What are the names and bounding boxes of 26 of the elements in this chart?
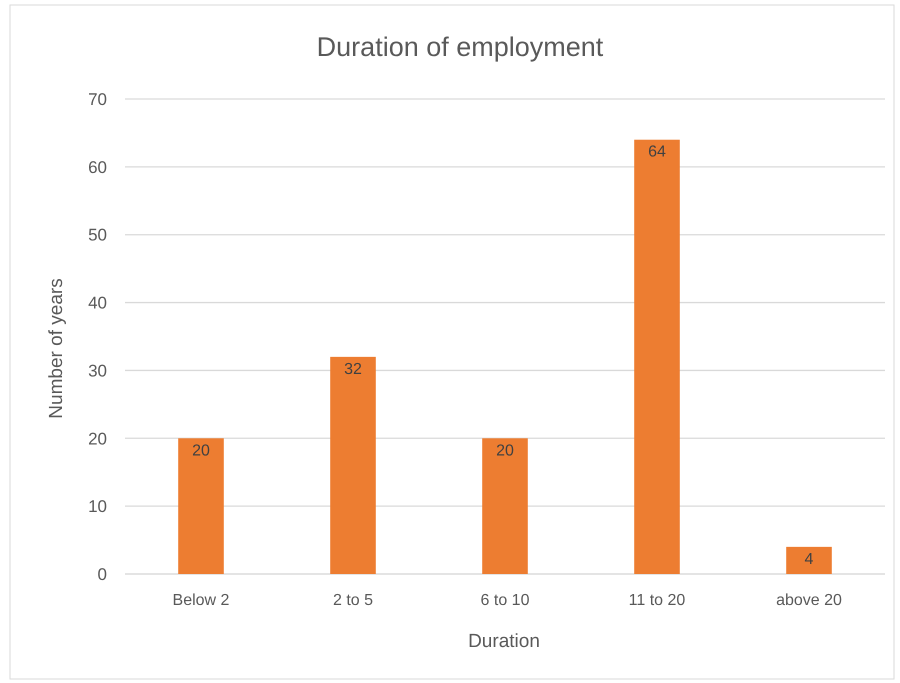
chart-title: Duration of employment xyxy=(316,32,604,62)
bar xyxy=(482,438,528,574)
bar xyxy=(178,438,224,574)
bar xyxy=(786,546,832,574)
y-tick-label: 40 xyxy=(88,294,107,313)
bar xyxy=(634,140,680,574)
y-axis-title: Number of years xyxy=(46,278,67,419)
data-label: 32 xyxy=(344,360,362,378)
x-tick-label: 11 to 20 xyxy=(628,592,686,609)
data-label: 20 xyxy=(192,442,210,460)
y-tick-label: 60 xyxy=(88,158,107,177)
y-tick-label: 50 xyxy=(88,226,107,245)
y-tick-label: 30 xyxy=(88,361,107,380)
y-tick-label: 0 xyxy=(98,565,107,584)
x-tick-label: above 20 xyxy=(776,592,842,609)
bar xyxy=(330,356,376,574)
data-label: 64 xyxy=(648,144,666,161)
x-tick-label: 2 to 5 xyxy=(332,592,374,609)
y-tick-label: 70 xyxy=(88,90,107,109)
y-tick-label: 20 xyxy=(88,429,107,448)
y-tick-label: 10 xyxy=(88,497,107,516)
data-label: 4 xyxy=(804,550,814,568)
x-tick-label: 6 to 10 xyxy=(480,592,530,609)
x-tick-label: Below 2 xyxy=(172,592,230,609)
data-label: 20 xyxy=(496,442,514,460)
x-axis-title: Duration xyxy=(468,631,540,652)
